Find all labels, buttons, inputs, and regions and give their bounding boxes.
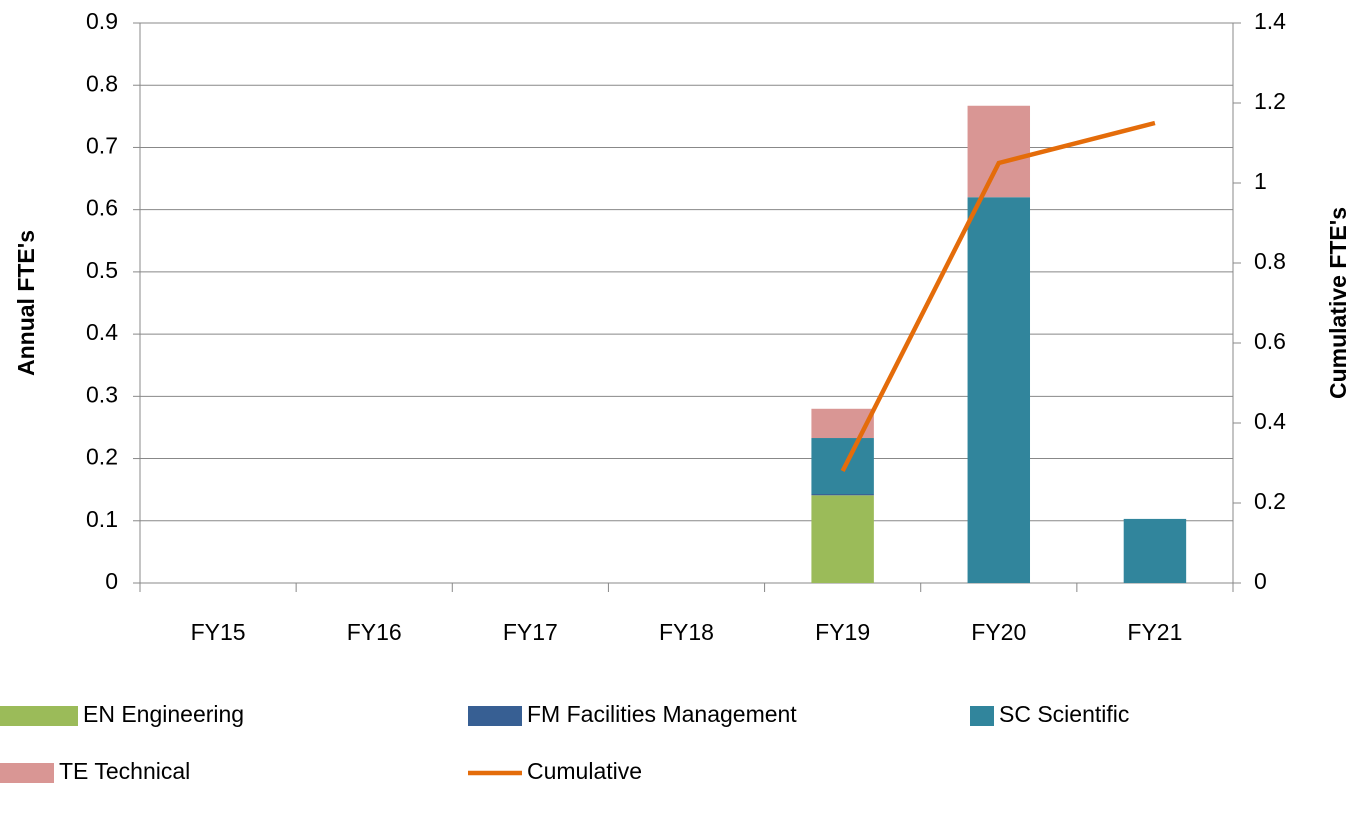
y-tick-label: 0.1 — [86, 506, 118, 532]
y-tick-label: 0.3 — [86, 381, 118, 407]
legend-swatch — [468, 706, 522, 726]
x-tick-label: FY20 — [971, 619, 1026, 645]
line-series — [840, 120, 1156, 473]
legend-label: FM Facilities Management — [527, 701, 797, 727]
y-tick-label: 0.2 — [86, 444, 118, 470]
x-tick-label: FY17 — [503, 619, 558, 645]
y2-tick-label: 0.6 — [1254, 328, 1286, 354]
y2-tick-label: 1 — [1254, 168, 1267, 194]
y-tick-label: 0.5 — [86, 257, 118, 283]
x-tick-label: FY21 — [1127, 619, 1182, 645]
y2-tick-label: 0.8 — [1254, 248, 1286, 274]
bar-segment — [967, 197, 1031, 583]
y2-tick-label: 1.2 — [1254, 88, 1286, 114]
legend-label: TE Technical — [59, 758, 190, 784]
y-tick-label: 0.4 — [86, 319, 118, 345]
legend-label: EN Engineering — [83, 701, 244, 727]
x-tick-label: FY15 — [191, 619, 246, 645]
legend-swatch — [0, 706, 78, 726]
y2-axis-title: Cumulative FTE's — [1325, 207, 1351, 399]
y2-tick-label: 0 — [1254, 568, 1267, 594]
y-tick-label: 0.7 — [86, 133, 118, 159]
x-tick-label: FY19 — [815, 619, 870, 645]
y2-tick-label: 1.4 — [1254, 8, 1286, 34]
legend-swatch — [970, 706, 994, 726]
bar-segment — [967, 105, 1031, 198]
y2-tick-label: 0.4 — [1254, 408, 1286, 434]
x-tick-label: FY16 — [347, 619, 402, 645]
y-tick-label: 0 — [105, 568, 118, 594]
bar-segment — [811, 495, 874, 583]
y-tick-label: 0.9 — [86, 8, 118, 34]
x-tick-label: FY18 — [659, 619, 714, 645]
y-tick-label: 0.6 — [86, 195, 118, 221]
bar-segment — [811, 438, 874, 495]
legend-label: Cumulative — [527, 758, 642, 784]
y2-tick-label: 0.2 — [1254, 488, 1286, 514]
bar-segment — [1123, 518, 1187, 583]
legend-swatch — [0, 763, 54, 783]
legend-label: SC Scientific — [999, 701, 1129, 727]
y-axis-title: Annual FTE's — [13, 230, 39, 376]
y-tick-label: 0.8 — [86, 70, 118, 96]
bar-segment — [811, 494, 874, 496]
